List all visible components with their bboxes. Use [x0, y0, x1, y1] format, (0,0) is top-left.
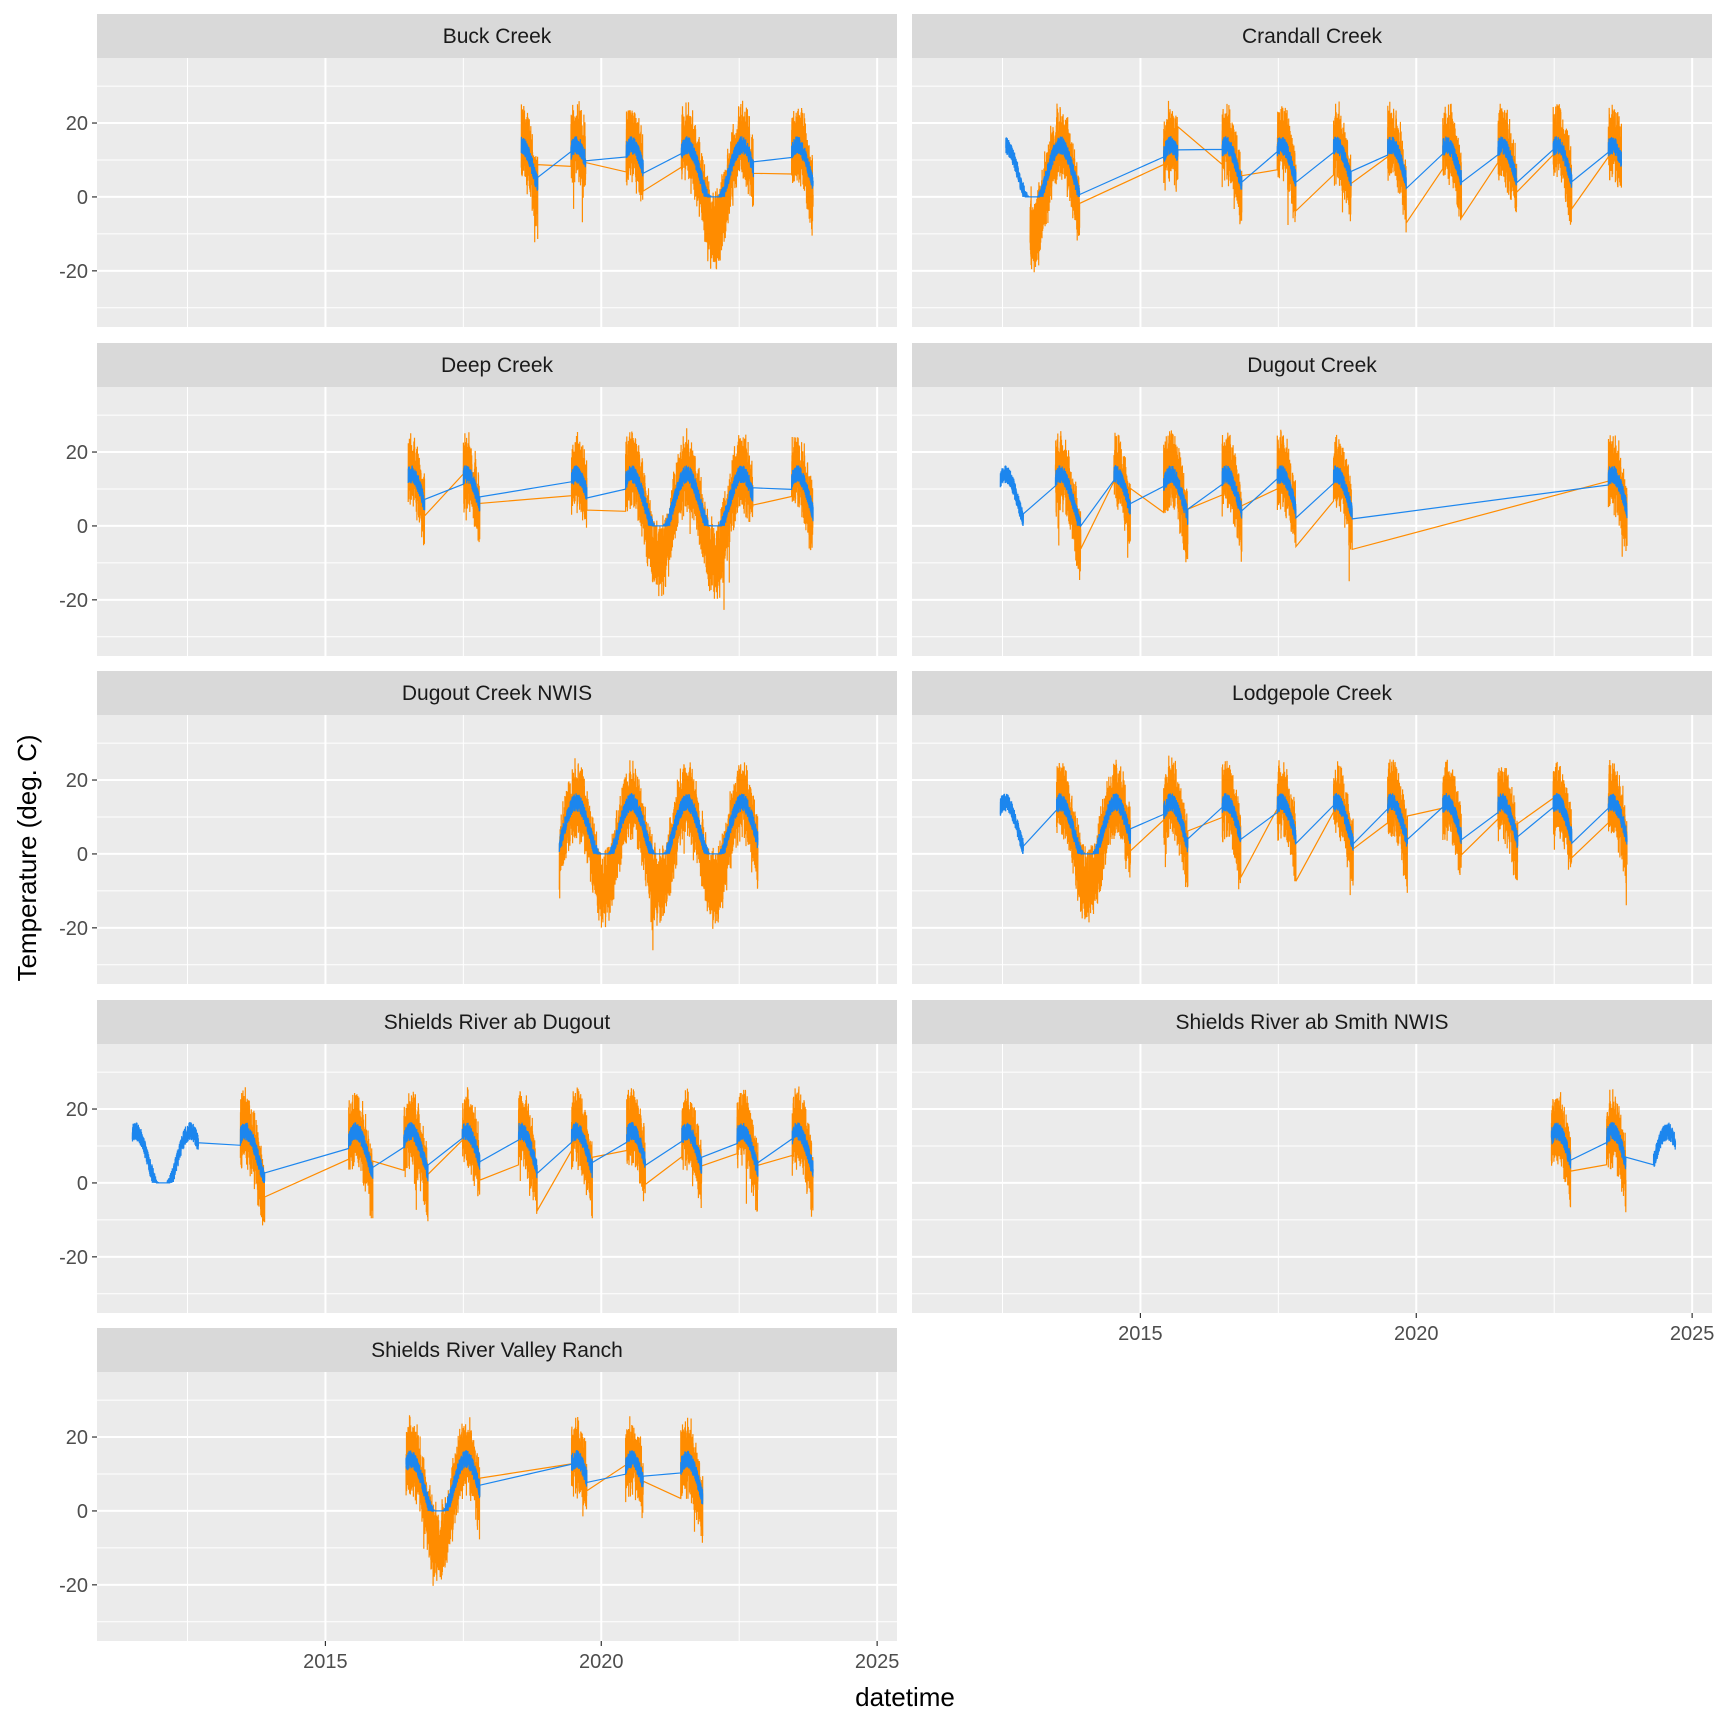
panel-background [97, 1044, 897, 1313]
series-line-blue [999, 464, 1628, 528]
y-tick-label: 0 [77, 516, 88, 538]
facet-strip-label: Shields River ab Dugout [384, 1011, 611, 1034]
facet-panel: Buck Creek -20 0 20 [59, 14, 897, 327]
facet-strip [912, 14, 1712, 58]
panel-background [912, 58, 1712, 327]
facet-strip-label: Deep Creek [441, 354, 554, 377]
facet-panel: Deep Creek -20 0 20 [59, 343, 897, 656]
facet-strip-label: Shields River Valley Ranch [371, 1339, 623, 1362]
y-tick-label: 20 [66, 113, 88, 135]
panel-background [912, 387, 1712, 656]
facet-panel: Dugout Creek NWIS -20 0 20 [59, 671, 897, 984]
panel-background [912, 715, 1712, 984]
facet-panel: Crandall Creek [912, 14, 1712, 327]
series-line-blue [405, 1450, 704, 1513]
y-tick-label: 20 [66, 770, 88, 792]
facet-strip-label: Shields River ab Smith NWIS [1175, 1011, 1448, 1034]
panel-background [97, 387, 897, 656]
x-tick-label: 2015 [1118, 1323, 1163, 1345]
x-tick-label: 2020 [579, 1651, 624, 1673]
series-line-blue [558, 792, 759, 855]
facet-panel: Dugout Creek [912, 343, 1712, 656]
facet-strip [912, 343, 1712, 387]
series-line-blue [1550, 1122, 1677, 1170]
x-tick-label: 2025 [855, 1651, 900, 1673]
facet-strip-label: Dugout Creek NWIS [402, 682, 592, 705]
facet-panel: Shields River ab Dugout -20 0 20 [59, 1000, 897, 1313]
facet-strip [97, 1328, 897, 1372]
y-tick-label: 0 [77, 187, 88, 209]
series-line-blue [999, 792, 1628, 856]
y-tick-label: -20 [59, 590, 88, 612]
facet-panel: Shields River ab Smith NWIS 2015 2020 2025 [912, 1000, 1714, 1345]
facet-strip-label: Crandall Creek [1242, 25, 1383, 48]
panel-background [97, 58, 897, 327]
facet-panel: Lodgepole Creek [912, 671, 1712, 984]
y-tick-label: 0 [77, 1173, 88, 1195]
panel-background [97, 1372, 897, 1641]
facet-strip [912, 1000, 1712, 1044]
series-line-blue [520, 136, 814, 198]
facet-strip [97, 671, 897, 715]
panel-background [912, 1044, 1712, 1313]
facet-strip [97, 14, 897, 58]
y-axis-title: Temperature (deg. C) [12, 734, 42, 981]
y-tick-label: -20 [59, 918, 88, 940]
x-axis-title: datetime [855, 1682, 955, 1712]
facet-panel: Shields River Valley Ranch -20 0 20 2015 2020… [59, 1328, 899, 1673]
y-tick-label: 20 [66, 1099, 88, 1121]
facet-strip-label: Dugout Creek [1247, 354, 1377, 377]
y-tick-label: 0 [77, 844, 88, 866]
panel-background [97, 715, 897, 984]
facet-strip [97, 343, 897, 387]
y-tick-label: -20 [59, 1247, 88, 1269]
x-tick-label: 2025 [1670, 1323, 1715, 1345]
y-tick-label: -20 [59, 1575, 88, 1597]
series-line-blue [1005, 136, 1623, 198]
x-tick-label: 2015 [303, 1651, 348, 1673]
x-tick-label: 2020 [1394, 1323, 1439, 1345]
y-tick-label: -20 [59, 261, 88, 283]
facet-strip-label: Lodgepole Creek [1232, 682, 1392, 705]
series-line-blue [131, 1121, 814, 1184]
y-tick-label: 20 [66, 1427, 88, 1449]
y-tick-label: 0 [77, 1501, 88, 1523]
series-line-blue [407, 465, 814, 527]
facet-strip [97, 1000, 897, 1044]
facet-strip-label: Buck Creek [443, 25, 552, 48]
series-line-orange [558, 758, 759, 951]
facet-strip [912, 671, 1712, 715]
y-tick-label: 20 [66, 442, 88, 464]
